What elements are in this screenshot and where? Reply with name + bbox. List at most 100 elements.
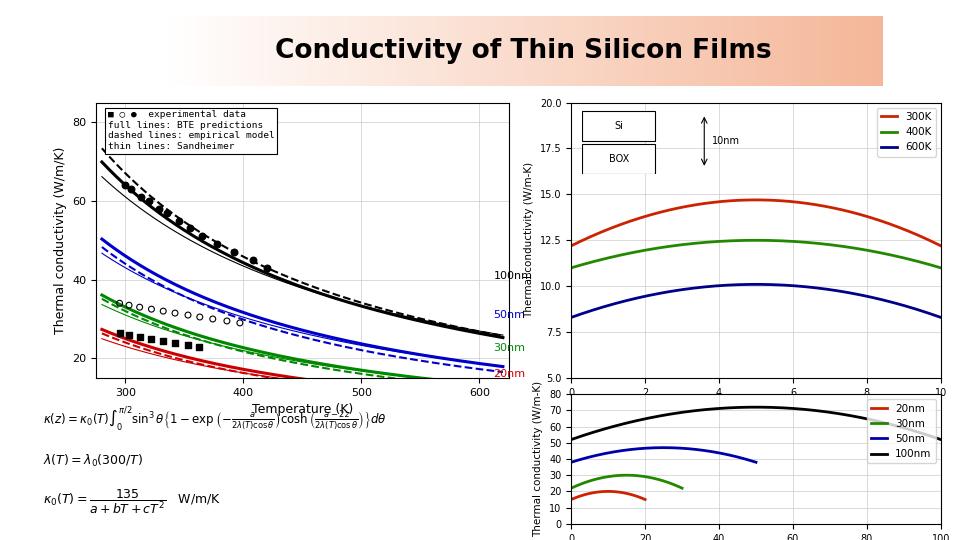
- Bar: [766, 16, 768, 86]
- Bar: [248, 16, 250, 86]
- Bar: [722, 16, 725, 86]
- Bar: [331, 16, 334, 86]
- Text: 50nm: 50nm: [493, 310, 525, 320]
- Bar: [848, 16, 850, 86]
- Bar: [867, 16, 869, 86]
- Point: [112, 328, 128, 337]
- Bar: [792, 16, 795, 86]
- Bar: [814, 16, 816, 86]
- Point: [227, 248, 242, 256]
- Bar: [830, 16, 832, 86]
- 30nm: [667, 481, 679, 488]
- 50nm: [614, 448, 626, 454]
- Bar: [608, 16, 610, 86]
- Bar: [562, 16, 564, 86]
- Bar: [507, 16, 509, 86]
- Bar: [309, 16, 312, 86]
- Bar: [638, 16, 641, 86]
- Bar: [346, 16, 348, 86]
- 100nm: [588, 429, 599, 435]
- Point: [132, 332, 147, 341]
- Bar: [339, 16, 341, 86]
- Bar: [499, 16, 502, 86]
- Bar: [480, 16, 483, 86]
- Bar: [374, 16, 376, 86]
- Bar: [712, 16, 715, 86]
- Bar: [384, 16, 386, 86]
- Bar: [718, 16, 720, 86]
- Bar: [588, 16, 590, 86]
- Bar: [876, 16, 878, 86]
- Bar: [288, 16, 290, 86]
- Bar: [547, 16, 549, 86]
- Bar: [674, 16, 677, 86]
- 50nm: [573, 457, 585, 463]
- Text: 10nm: 10nm: [711, 136, 739, 146]
- Bar: [357, 16, 360, 86]
- Bar: [584, 16, 586, 86]
- Bar: [600, 16, 603, 86]
- 100nm: [919, 431, 930, 437]
- Bar: [682, 16, 684, 86]
- Point: [205, 315, 221, 323]
- Legend: 300K, 400K, 600K: 300K, 400K, 600K: [876, 108, 936, 157]
- Bar: [398, 16, 401, 86]
- Line: 30nm: 30nm: [571, 475, 682, 488]
- Bar: [314, 16, 317, 86]
- 50nm: [577, 456, 588, 462]
- 50nm: [742, 456, 754, 463]
- Bar: [708, 16, 710, 86]
- Bar: [274, 16, 276, 86]
- Bar: [430, 16, 432, 86]
- Point: [219, 316, 234, 325]
- Text: Conductivity of Thin Silicon Films: Conductivity of Thin Silicon Films: [275, 38, 772, 64]
- Bar: [816, 16, 818, 86]
- Text: $\lambda(T) = \lambda_0(300/T)$: $\lambda(T) = \lambda_0(300/T)$: [43, 453, 144, 469]
- Bar: [571, 16, 574, 86]
- Bar: [243, 16, 245, 86]
- Bar: [555, 16, 557, 86]
- Point: [151, 205, 166, 213]
- Bar: [655, 16, 658, 86]
- Bar: [466, 16, 468, 86]
- Bar: [636, 16, 638, 86]
- Bar: [214, 16, 216, 86]
- Bar: [696, 16, 698, 86]
- Bar: [182, 16, 185, 86]
- Bar: [741, 16, 744, 86]
- Bar: [703, 16, 706, 86]
- Bar: [432, 16, 434, 86]
- Bar: [680, 16, 682, 86]
- Bar: [530, 16, 533, 86]
- Bar: [670, 16, 672, 86]
- Bar: [305, 16, 307, 86]
- Bar: [782, 16, 785, 86]
- Bar: [821, 16, 824, 86]
- Bar: [204, 16, 206, 86]
- Bar: [576, 16, 578, 86]
- 100nm: [905, 427, 917, 433]
- Bar: [590, 16, 593, 86]
- Bar: [348, 16, 350, 86]
- Bar: [840, 16, 843, 86]
- Bar: [259, 16, 261, 86]
- Text: $\kappa(z)=\kappa_0(T)\int_0^{\pi/2}\sin^3\theta\left\{1-\exp\left(-\frac{a}{2\l: $\kappa(z)=\kappa_0(T)\int_0^{\pi/2}\sin…: [43, 404, 387, 433]
- Bar: [176, 16, 178, 86]
- Bar: [749, 16, 752, 86]
- Bar: [197, 16, 200, 86]
- Bar: [826, 16, 828, 86]
- Bar: [415, 16, 418, 86]
- Bar: [811, 16, 814, 86]
- Bar: [664, 16, 667, 86]
- Bar: [634, 16, 636, 86]
- Bar: [341, 16, 344, 86]
- Bar: [178, 16, 180, 86]
- 50nm: [658, 444, 669, 451]
- Text: 20nm: 20nm: [493, 369, 525, 379]
- Legend: 20nm, 30nm, 50nm, 100nm: 20nm, 30nm, 50nm, 100nm: [867, 400, 936, 463]
- Bar: [459, 16, 461, 86]
- Bar: [874, 16, 876, 86]
- 100nm: [565, 436, 577, 443]
- Bar: [737, 16, 739, 86]
- Bar: [610, 16, 612, 86]
